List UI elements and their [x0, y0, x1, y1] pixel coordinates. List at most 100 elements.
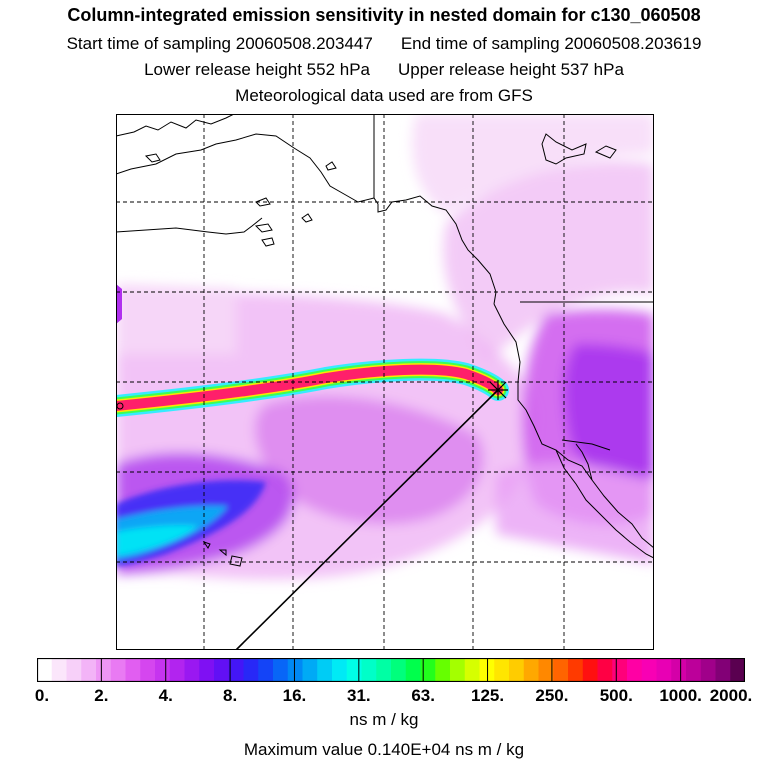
map-gridlines	[116, 114, 654, 650]
end-time-value: 20060508.203619	[564, 34, 702, 53]
colorbar-tick-label: 4.	[158, 686, 173, 705]
colorbar-swatch	[582, 658, 599, 682]
colorbar-swatch	[405, 658, 422, 682]
map-panel	[116, 114, 654, 650]
colorbar-swatch	[553, 658, 569, 682]
colorbar-swatch	[538, 658, 554, 682]
release-height-line: Lower release height 552 hPa Upper relea…	[0, 60, 768, 80]
sensitivity-map	[116, 114, 654, 650]
colorbar-swatch	[184, 658, 200, 682]
colorbar-swatch	[332, 658, 348, 682]
lower-height-label: Lower release height	[144, 60, 302, 79]
field-west-light	[116, 284, 236, 354]
colorbar-tick-label: 0.	[34, 686, 50, 705]
coast-islands	[144, 153, 337, 247]
colorbar-swatch	[612, 658, 628, 682]
colorbar-swatch	[155, 658, 171, 682]
colorbar-swatch	[450, 658, 466, 682]
colorbar-swatch	[66, 658, 82, 682]
start-time: Start time of sampling 20060508.203447	[67, 34, 373, 54]
colorbar-swatch	[376, 658, 392, 682]
receptor-star-marker	[488, 380, 508, 400]
colorbar-swatch	[287, 658, 304, 682]
end-time: End time of sampling 20060508.203619	[401, 34, 702, 54]
colorbar-swatch	[568, 658, 584, 682]
colorbar-swatch	[214, 658, 230, 682]
colorbar-tick-label: 2000.	[709, 686, 753, 705]
field-west-edge	[116, 284, 122, 324]
colorbar-swatch	[391, 658, 407, 682]
max-value: 0.140E+04	[367, 740, 451, 759]
colorbar-swatch	[273, 658, 289, 682]
end-time-label: End time of sampling	[400, 34, 560, 53]
colorbar-tick-label: 125.	[470, 686, 505, 705]
colorbar-swatch	[597, 658, 613, 682]
colorbar-tick-label: 63.	[411, 686, 435, 705]
colorbar-swatch	[96, 658, 112, 682]
colorbar-swatch	[346, 658, 363, 682]
lower-height: Lower release height 552 hPa	[144, 60, 370, 80]
colorbar-swatch	[730, 658, 745, 682]
colorbar-swatch	[715, 658, 731, 682]
border-us-mexico	[561, 439, 611, 451]
colorbar-tick-label: 250.	[535, 686, 569, 705]
colorbar	[37, 658, 745, 682]
trajectory-core	[116, 364, 503, 411]
coastline	[116, 114, 654, 567]
colorbar-swatch	[464, 658, 481, 682]
colorbar-swatch	[641, 658, 658, 682]
colorbar-tick-label: 500.	[599, 686, 633, 705]
colorbar-frame	[37, 658, 745, 682]
colorbar-svg	[37, 658, 745, 682]
coast-baja	[555, 443, 654, 559]
field-southwest-cyan	[116, 525, 198, 556]
chart-title: Column-integrated emission sensitivity i…	[67, 5, 701, 25]
colorbar-swatch	[627, 658, 643, 682]
start-time-value: 20060508.203447	[235, 34, 373, 53]
colorbar-swatch	[228, 658, 245, 682]
colorbar-swatch	[302, 658, 318, 682]
colorbar-tick-label: 16.	[282, 686, 307, 705]
field-southeast	[496, 463, 654, 564]
colorbar-swatch	[435, 658, 451, 682]
trajectory-band	[116, 358, 509, 417]
colorbar-swatch	[37, 658, 53, 682]
colorbar-swatch	[523, 658, 540, 682]
colorbar-swatch	[125, 658, 141, 682]
coast-na-west	[493, 303, 654, 549]
coast-aleutians	[116, 217, 263, 235]
colorbar-swatch	[361, 658, 377, 682]
sampling-times-line: Start time of sampling 20060508.203447 E…	[0, 34, 768, 54]
map-frame	[116, 114, 654, 650]
colorbar-swatch	[509, 658, 525, 682]
max-value-label: Maximum value	[243, 740, 363, 759]
upper-height-value: 537 hPa	[560, 60, 624, 79]
colorbar-swatch	[51, 658, 68, 682]
colorbar-units: ns m / kg	[349, 710, 419, 729]
colorbar-tick-label: 31.	[346, 686, 371, 705]
field-central-core	[255, 395, 484, 525]
colorbar-swatch	[169, 658, 186, 682]
field-east-deep	[564, 344, 654, 478]
flight-track-line	[235, 389, 499, 650]
colorbar-tick-label: 2.	[94, 686, 109, 705]
colorbar-swatch	[258, 658, 274, 682]
met-data-note: Meteorological data used are from GFS	[235, 86, 533, 105]
colorbar-swatch	[700, 658, 717, 682]
colorbar-swatch	[140, 658, 156, 682]
colorbar-swatch	[656, 658, 672, 682]
colorbar-swatch	[671, 658, 687, 682]
max-value-units: ns m / kg	[455, 740, 525, 759]
colorbar-swatch	[686, 658, 702, 682]
colorbar-swatch	[494, 658, 510, 682]
maximum-value-line: Maximum value 0.140E+04 ns m / kg	[0, 740, 768, 760]
upper-height-label: Upper release height	[398, 60, 556, 79]
colorbar-swatch	[199, 658, 215, 682]
lower-height-value: 552 hPa	[306, 60, 370, 79]
colorbar-swatch	[81, 658, 97, 682]
colorbar-tick-label: 1000.	[659, 686, 702, 705]
colorbar-tick-label: 8.	[222, 686, 238, 705]
colorbar-swatch	[243, 658, 259, 682]
field-north-swirl	[443, 161, 654, 364]
start-time-label: Start time of sampling	[66, 34, 231, 53]
